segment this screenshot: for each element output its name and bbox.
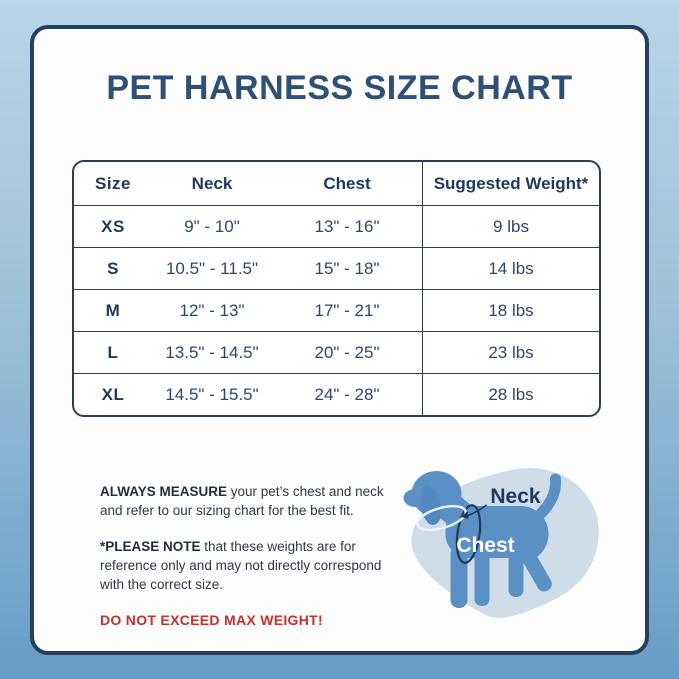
measure-note-text: your pet’s chest and neck and refer to o…	[100, 484, 384, 518]
table-header-row: Size Neck Chest Suggested Weight*	[74, 162, 599, 205]
dog-illustration-svg: Neck Chest	[403, 468, 599, 618]
chest-value: 15" - 18"	[314, 258, 380, 278]
chest-value: 20" - 25"	[314, 342, 380, 362]
neck-value: 9" - 10"	[184, 216, 240, 236]
weight-value: 14 lbs	[422, 248, 599, 289]
table-row: XL 14.5" - 15.5" 24" - 28" 28 lbs	[74, 373, 599, 415]
table-row: XS 9" - 10" 13" - 16" 9 lbs	[74, 205, 599, 247]
notes-block: ALWAYS MEASURE your pet’s chest and neck…	[100, 482, 408, 647]
neck-label: Neck	[490, 485, 541, 508]
table-row: M 12" - 13" 17" - 21" 18 lbs	[74, 289, 599, 331]
weight-value: 18 lbs	[422, 290, 599, 331]
please-note-text: that these weights are for reference onl…	[100, 539, 382, 592]
weight-value: 9 lbs	[422, 206, 599, 247]
chest-value: 24" - 28"	[314, 384, 380, 404]
table-row: S 10.5" - 11.5" 15" - 18" 14 lbs	[74, 247, 599, 289]
header-chest: Chest	[323, 173, 371, 193]
header-weight: Suggested Weight*	[422, 162, 599, 205]
max-weight-warning: DO NOT EXCEED MAX WEIGHT!	[100, 612, 323, 628]
size-table: Size Neck Chest Suggested Weight* XS 9" …	[72, 160, 601, 417]
chart-card: PET HARNESS SIZE CHART Size Neck Chest S…	[30, 25, 649, 655]
neck-measure-tape	[416, 504, 467, 532]
neck-value: 10.5" - 11.5"	[165, 258, 259, 278]
header-neck: Neck	[191, 173, 233, 193]
size-value: XL	[101, 384, 125, 404]
please-note-emphasis: *PLEASE NOTE	[100, 539, 201, 554]
chest-measure-tape	[455, 504, 482, 564]
size-value: L	[107, 342, 119, 362]
dog-measurement-illustration: Neck Chest	[387, 454, 627, 649]
neck-pointer-arrowhead	[461, 511, 469, 519]
neck-value: 12" - 13"	[179, 300, 245, 320]
please-note: *PLEASE NOTE that these weights are for …	[100, 537, 408, 594]
chest-value: 17" - 21"	[314, 300, 380, 320]
size-value: S	[107, 258, 119, 278]
neck-value: 13.5" - 14.5"	[165, 342, 259, 362]
measure-note: ALWAYS MEASURE your pet’s chest and neck…	[100, 482, 408, 520]
weight-value: 23 lbs	[422, 332, 599, 373]
measure-note-emphasis: ALWAYS MEASURE	[100, 484, 228, 499]
chest-label: Chest	[456, 534, 514, 557]
neck-value: 14.5" - 15.5"	[165, 384, 259, 404]
table-row: L 13.5" - 14.5" 20" - 25" 23 lbs	[74, 331, 599, 373]
size-value: XS	[101, 216, 125, 236]
header-size: Size	[94, 173, 132, 193]
weight-value: 28 lbs	[422, 374, 599, 415]
chest-value: 13" - 16"	[314, 216, 380, 236]
page-title: PET HARNESS SIZE CHART	[106, 69, 573, 107]
size-value: M	[105, 300, 121, 320]
